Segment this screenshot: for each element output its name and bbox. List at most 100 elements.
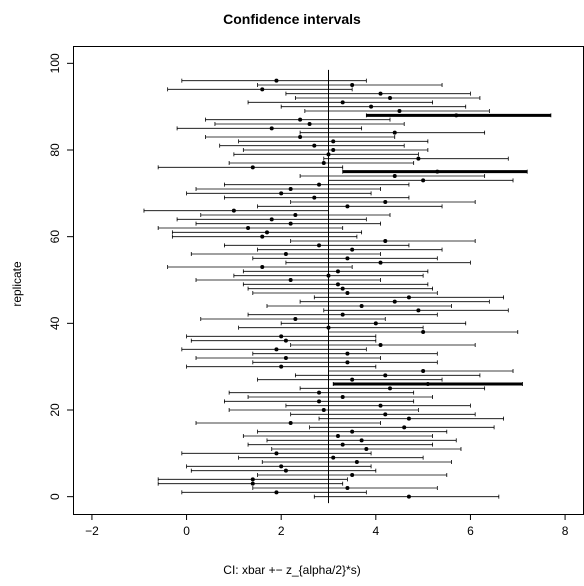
interval-center-point [350,429,355,434]
interval-center-point [288,187,293,191]
interval-center-point [359,438,364,443]
interval-center-point [383,239,388,243]
interval-center-point [397,109,402,113]
interval-center-point [298,117,303,122]
interval-center-point [326,273,331,278]
interval-center-point [421,178,426,183]
interval-center-point [335,269,340,274]
interval-center-point [231,208,236,213]
y-tick-label: 100 [48,53,62,73]
interval-center-point [454,113,459,118]
interval-center-point [288,221,293,226]
interval-center-point [364,447,369,451]
interval-center-point [331,455,336,460]
interval-center-point [392,174,397,178]
interval-center-point [406,416,411,421]
interval-center-point [331,139,336,144]
interval-center-point [317,390,322,395]
interval-center-point [345,291,350,295]
y-tick-label: 60 [48,230,62,244]
interval-center-point [388,386,393,391]
interval-center-point [335,434,340,438]
interval-center-point [373,321,378,326]
interval-center-point [421,369,426,373]
interval-center-point [317,243,322,248]
x-tick-label: 8 [562,524,569,538]
interval-center-point [274,490,279,495]
interval-center-point [421,330,426,334]
interval-center-point [298,135,303,139]
interval-center-point [279,334,284,339]
interval-center-point [392,299,397,304]
interval-center-point [350,473,355,477]
interval-center-point [312,143,317,148]
x-tick-label: −2 [85,524,99,538]
interval-center-point [288,278,293,282]
interval-center-point [260,265,265,269]
interval-center-point [383,373,388,378]
y-tick-label: 0 [48,493,62,500]
interval-center-point [326,152,331,157]
interval-center-point [269,217,274,222]
interval-center-point [345,360,350,365]
y-tick-label: 20 [48,403,62,417]
interval-center-point [378,403,383,408]
interval-center-point [250,165,255,170]
interval-center-point [335,282,340,287]
interval-center-point [359,304,364,308]
interval-center-point [317,399,322,404]
interval-center-point [354,460,359,464]
interval-center-point [406,494,411,499]
interval-center-point [279,364,284,369]
interval-center-point [345,351,350,356]
interval-center-point [283,252,288,256]
x-tick-label: 0 [183,524,190,538]
interval-center-point [378,343,383,347]
interval-center-point [283,356,288,360]
interval-center-point [283,338,288,343]
interval-center-point [293,317,298,321]
interval-center-point [283,468,288,473]
interval-center-point [340,442,345,447]
interval-center-point [326,325,331,330]
x-tick-label: 2 [278,524,285,538]
interval-center-point [250,477,255,482]
interval-center-point [388,96,393,100]
interval-center-point [345,486,350,490]
interval-center-point [416,308,421,313]
interval-center-point [425,382,430,386]
interval-center-point [340,395,345,399]
interval-center-point [279,191,284,196]
interval-center-point [312,195,317,200]
interval-center-point [317,182,322,187]
interval-center-point [274,451,279,456]
interval-center-point [279,464,284,469]
y-tick-label: 40 [48,316,62,330]
interval-center-point [383,412,388,417]
interval-center-point [340,286,345,291]
interval-center-point [340,312,345,317]
interval-center-point [250,481,255,486]
chart-title: Confidence intervals [223,11,361,27]
interval-center-point [246,226,251,230]
y-axis-label: replicate [10,261,24,307]
interval-center-point [350,377,355,382]
interval-center-point [350,83,355,87]
x-tick-label: 6 [467,524,474,538]
interval-center-point [274,347,279,352]
interval-center-point [406,295,411,300]
interval-center-point [402,425,407,430]
interval-center-point [260,87,265,92]
interval-center-point [435,169,440,174]
interval-center-point [345,256,350,261]
interval-center-point [340,100,345,105]
interval-center-point [269,126,274,131]
y-tick-label: 80 [48,143,62,157]
interval-center-point [288,421,293,425]
interval-center-point [274,78,279,83]
interval-center-point [392,130,397,135]
interval-center-point [293,213,298,217]
interval-center-point [416,156,421,161]
interval-center-point [307,122,312,126]
